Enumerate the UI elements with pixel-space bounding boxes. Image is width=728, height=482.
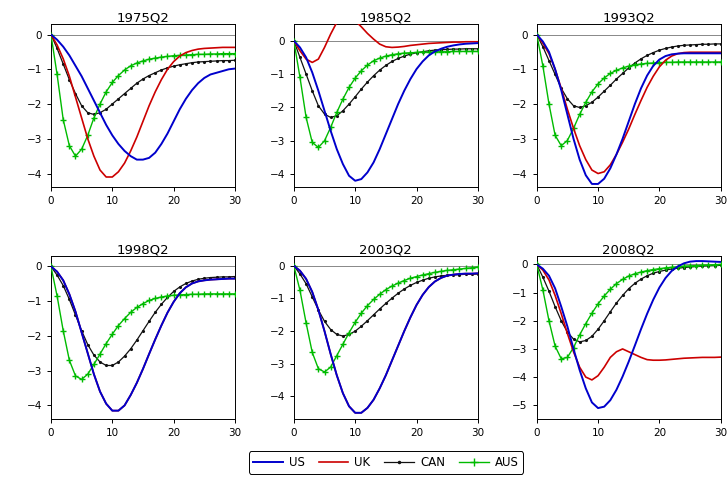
Title: 1985Q2: 1985Q2 xyxy=(360,11,412,24)
Title: 2008Q2: 2008Q2 xyxy=(602,243,655,256)
Title: 1998Q2: 1998Q2 xyxy=(116,243,170,256)
Title: 1975Q2: 1975Q2 xyxy=(116,11,170,24)
Title: 2003Q2: 2003Q2 xyxy=(360,243,412,256)
Legend: US, UK, CAN, AUS: US, UK, CAN, AUS xyxy=(248,451,523,474)
Title: 1993Q2: 1993Q2 xyxy=(602,11,655,24)
